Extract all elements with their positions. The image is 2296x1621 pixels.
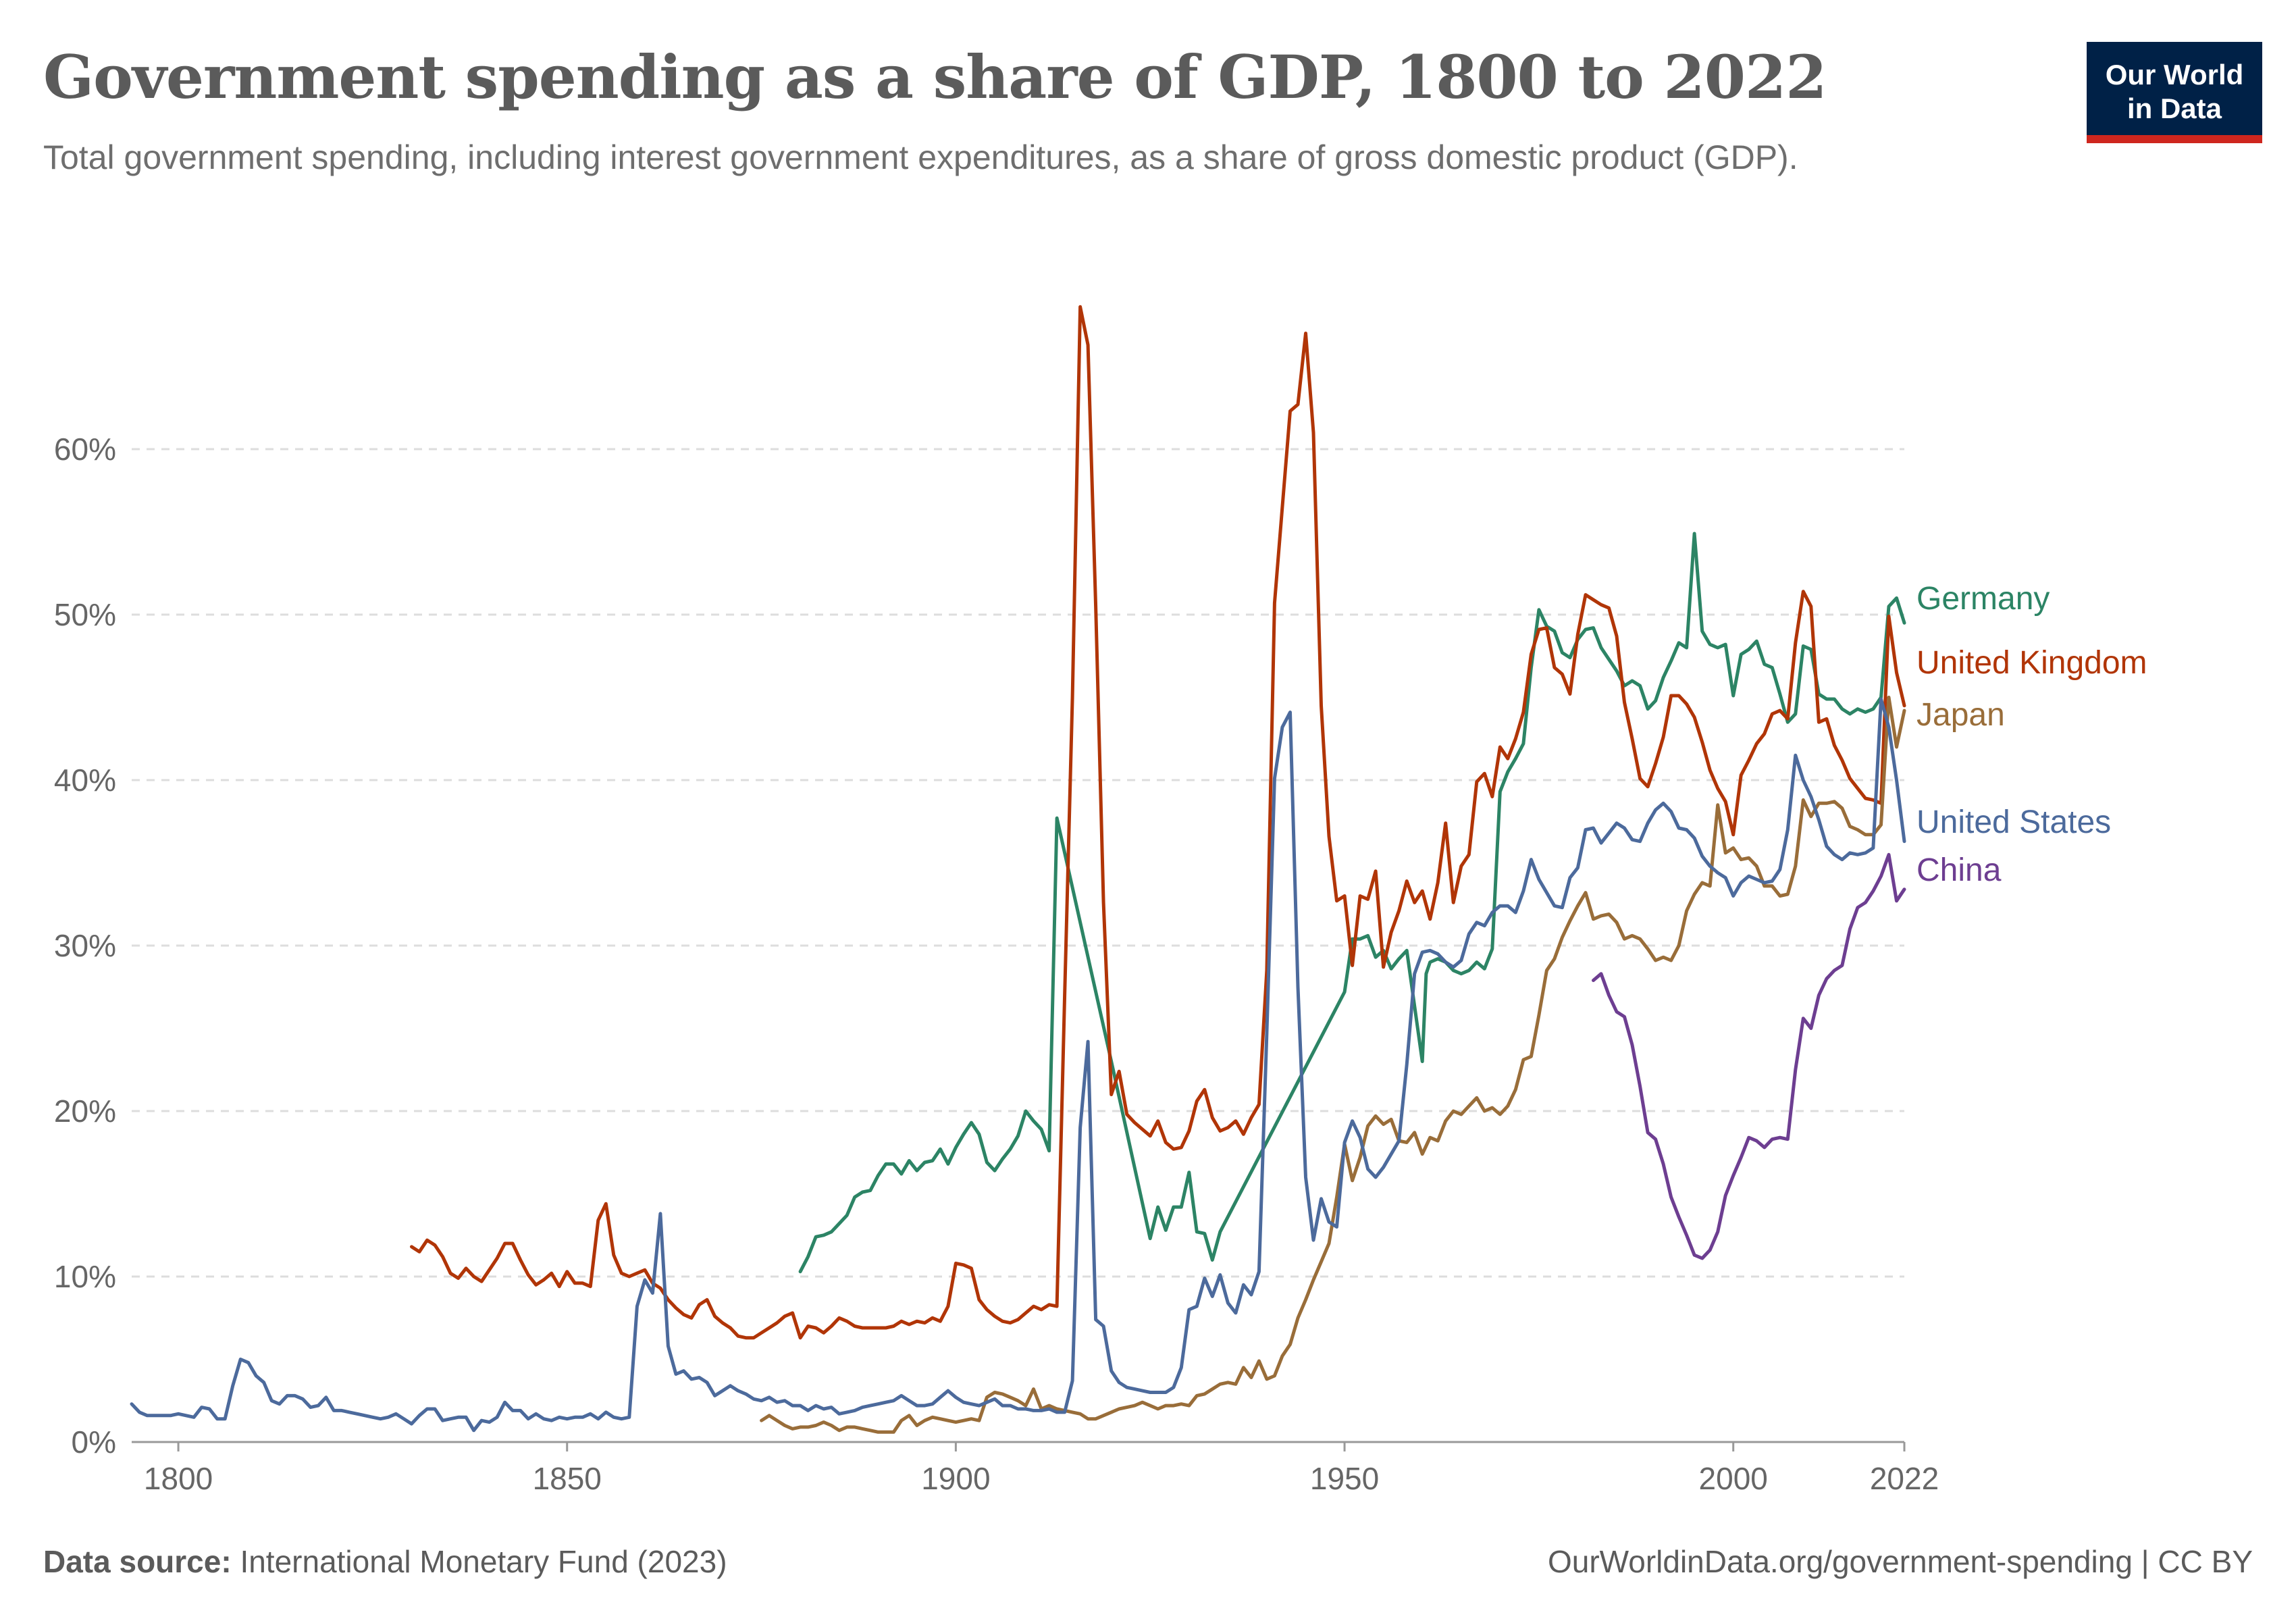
series-line[interactable] (130, 697, 1906, 1433)
y-tick-label: 30% (54, 928, 116, 963)
series-label[interactable]: United States (1916, 804, 2111, 840)
series-lines (130, 305, 1906, 1434)
series-line[interactable] (760, 696, 1906, 1434)
x-tick-label: 1900 (921, 1461, 990, 1496)
chart-title: Government spending as a share of GDP, 1… (43, 42, 1827, 112)
series-line[interactable] (410, 305, 1906, 1340)
y-tick-label: 10% (54, 1259, 116, 1294)
series-label[interactable]: United Kingdom (1916, 645, 2147, 681)
series-line[interactable] (1592, 852, 1906, 1260)
chart-subtitle: Total government spending, including int… (43, 138, 1798, 176)
y-tick-label: 40% (54, 763, 116, 798)
source-url[interactable]: OurWorldinData.org/government-spending |… (1547, 1544, 2253, 1579)
owid-logo[interactable]: Our World in Data (2087, 42, 2262, 143)
series-label[interactable]: Japan (1916, 697, 2005, 733)
data-source: Data source: International Monetary Fund… (43, 1543, 727, 1580)
y-tick-label: 20% (54, 1093, 116, 1129)
logo-line-2: in Data (2127, 93, 2222, 124)
data-source-label: Data source: (43, 1544, 232, 1579)
series-labels: Germany United Kingdom Japan United States C… (1916, 581, 2147, 888)
grid-lines (132, 448, 1904, 1278)
logo-accent-bar (2087, 135, 2262, 143)
x-tick-label: 1850 (533, 1461, 602, 1496)
x-tick-label: 2022 (1870, 1461, 1939, 1496)
data-source-text: International Monetary Fund (2023) (240, 1544, 727, 1579)
series-label[interactable]: China (1916, 852, 2002, 888)
x-tick-label: 2000 (1699, 1461, 1768, 1496)
y-tick-label: 0% (72, 1424, 116, 1460)
x-tick-label: 1800 (144, 1461, 213, 1496)
series-label[interactable]: Germany (1916, 581, 2050, 617)
y-axis: 0% 10% 20% 30% 40% 50% 60% (54, 432, 116, 1460)
y-tick-label: 50% (54, 597, 116, 632)
x-axis: 1800 1850 1900 1950 2000 2022 (132, 1441, 1939, 1496)
y-tick-label: 60% (54, 432, 116, 467)
logo-line-1: Our World (2105, 59, 2244, 91)
x-tick-label: 1950 (1310, 1461, 1379, 1496)
